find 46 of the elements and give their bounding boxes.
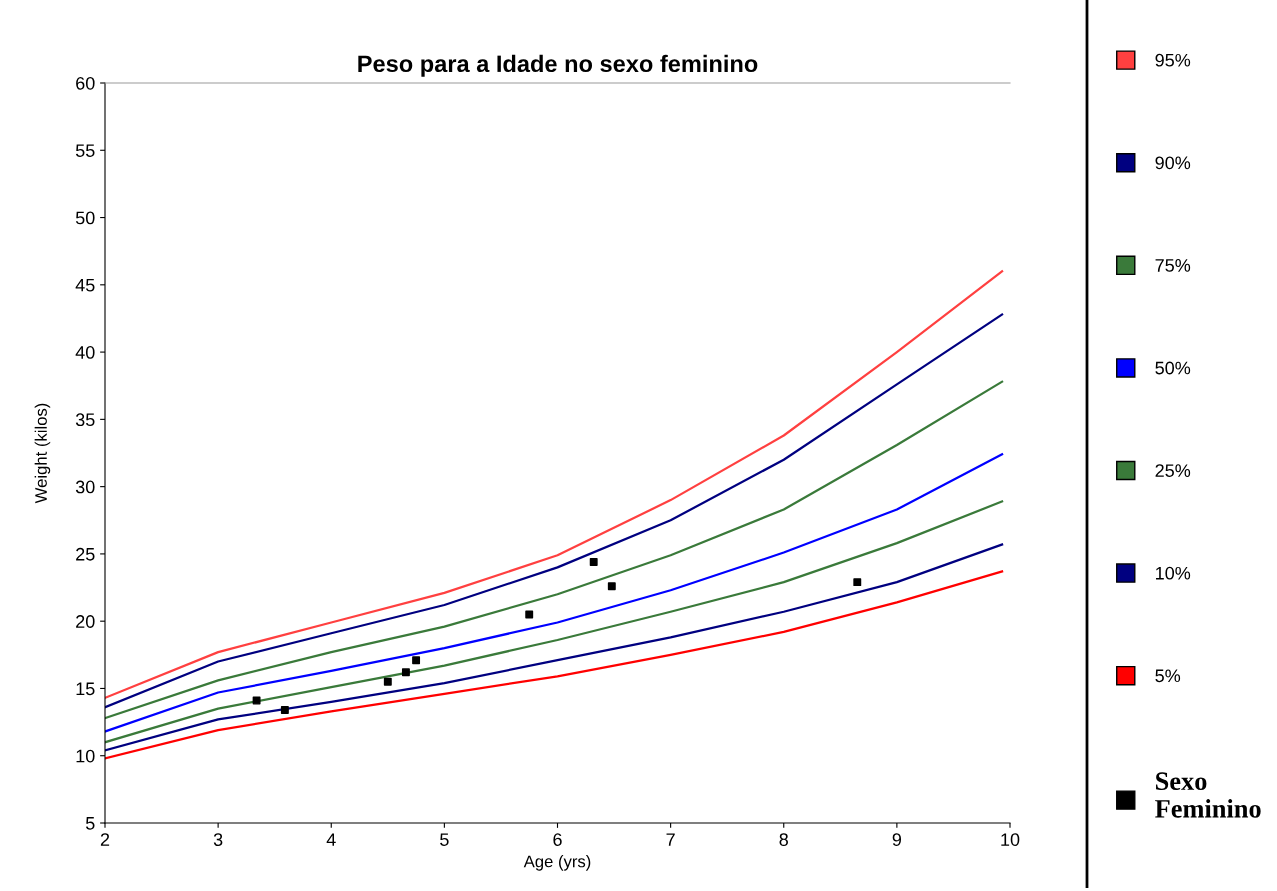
y-tick-label: 15	[76, 682, 95, 696]
point	[853, 578, 862, 587]
point	[412, 656, 421, 665]
legend-label: 5%	[1155, 669, 1181, 683]
point	[252, 696, 261, 705]
point	[525, 610, 534, 619]
point	[383, 677, 392, 686]
line-series	[105, 453, 1004, 733]
y-tick-label: 40	[75, 346, 95, 359]
line-series	[105, 570, 1004, 760]
x-tick-label: 5	[440, 833, 449, 846]
line-series	[105, 500, 1004, 744]
point	[280, 706, 289, 714]
x-tick-label: 4	[326, 833, 336, 846]
x-tick-label: 3	[213, 833, 223, 846]
y-tick-label: 25	[76, 547, 95, 561]
y-tick-label: 50	[75, 211, 95, 225]
x-axis-title: Age (yrs)	[523, 855, 591, 871]
y-tick-label: 5	[85, 817, 95, 830]
point	[589, 558, 598, 566]
y-axis-title: Weight (kilos)	[34, 403, 51, 504]
y-tick-label: 55	[75, 144, 95, 157]
legend-label: 95%	[1155, 53, 1191, 67]
y-tick-label: 20	[76, 615, 95, 628]
point	[401, 668, 410, 677]
chart-title: Peso para a Idade no sexo feminino	[358, 54, 758, 77]
x-tick-label: 6	[553, 833, 562, 846]
y-tick-label: 35	[75, 413, 95, 427]
legend-label: Sexo Feminino	[1155, 772, 1261, 818]
x-tick-label: 9	[892, 833, 902, 846]
x-tick-label: 2	[100, 833, 110, 846]
line-series	[105, 380, 1004, 720]
legend-label: 75%	[1155, 259, 1191, 272]
y-tick-label: 10	[76, 749, 95, 763]
x-tick-label: 7	[666, 833, 675, 846]
legend-label: 90%	[1155, 156, 1191, 170]
y-tick-label: 60	[76, 76, 95, 90]
x-tick-label: 10	[1001, 833, 1020, 846]
y-tick-label: 30	[75, 480, 95, 494]
x-tick-label: 8	[779, 833, 788, 846]
legend-label: 50%	[1155, 361, 1191, 375]
legend-label: 25%	[1155, 464, 1191, 477]
point	[607, 582, 616, 591]
y-tick-label: 45	[75, 278, 95, 292]
line-series	[105, 543, 1004, 752]
legend-label: 10%	[1156, 566, 1191, 580]
